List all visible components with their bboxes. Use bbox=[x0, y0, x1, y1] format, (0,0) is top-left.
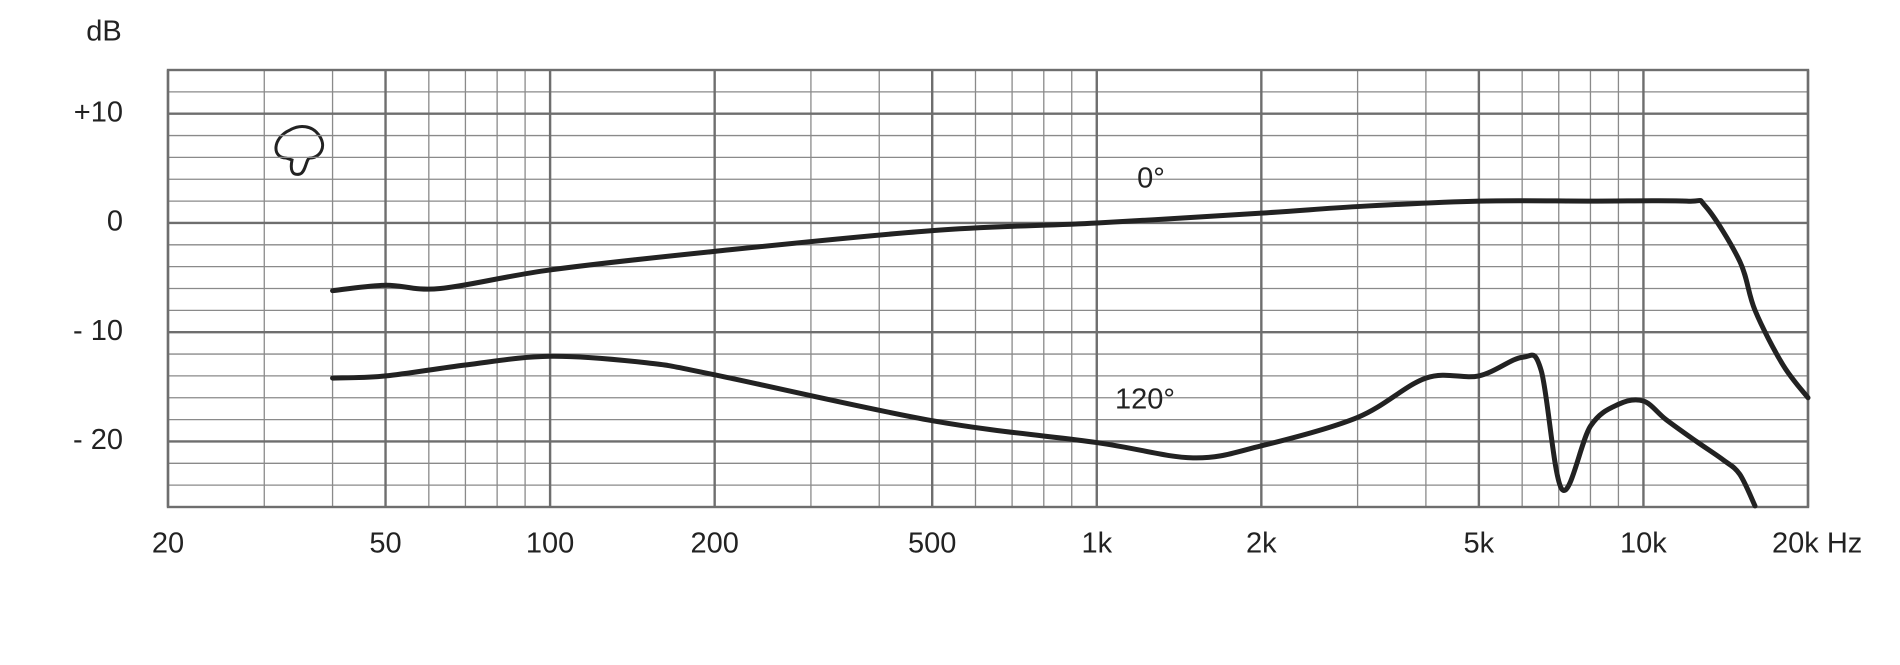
curve-label: 0° bbox=[1137, 163, 1165, 195]
x-tick-label: 20k Hz bbox=[1772, 528, 1862, 560]
x-tick-label: 50 bbox=[369, 528, 401, 560]
y-tick-label: - 10 bbox=[73, 315, 123, 347]
y-axis-label: dB bbox=[86, 16, 121, 48]
response-curve bbox=[330, 197, 1811, 401]
y-tick-label: +10 bbox=[74, 96, 123, 128]
response-curve bbox=[330, 352, 1758, 509]
y-tick-label: - 20 bbox=[73, 424, 123, 456]
y-tick-label: 0 bbox=[107, 206, 123, 238]
x-tick-label: 1k bbox=[1081, 528, 1112, 560]
x-tick-label: 5k bbox=[1464, 528, 1495, 560]
plot-frame bbox=[166, 68, 1810, 509]
x-tick-label: 500 bbox=[908, 528, 956, 560]
polar-pattern-icon bbox=[274, 125, 324, 176]
x-tick-label: 10k bbox=[1620, 528, 1667, 560]
x-tick-label: 200 bbox=[690, 528, 738, 560]
x-tick-label: 20 bbox=[152, 528, 184, 560]
x-tick-label: 2k bbox=[1246, 528, 1277, 560]
curve-label: 120° bbox=[1115, 384, 1175, 416]
x-tick-label: 100 bbox=[526, 528, 574, 560]
